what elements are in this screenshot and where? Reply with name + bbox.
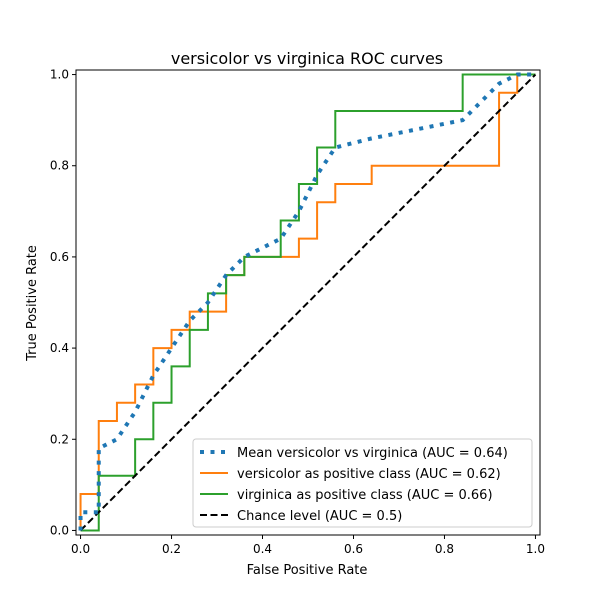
x-tick-label: 0.6 (344, 542, 363, 556)
legend-label: Mean versicolor vs virginica (AUC = 0.64… (237, 446, 508, 461)
x-tick-label: 0.4 (253, 542, 272, 556)
y-axis-label: True Positive Rate (25, 245, 40, 362)
y-tick-label: 0.4 (50, 341, 69, 355)
x-tick-label: 0.2 (162, 542, 181, 556)
y-tick-label: 0.0 (50, 523, 69, 537)
y-tick-label: 0.6 (50, 250, 69, 264)
y-tick-label: 0.8 (50, 159, 69, 173)
y-tick-label: 1.0 (50, 68, 69, 82)
plot-frame (75, 69, 541, 536)
y-tick-label: 0.2 (50, 432, 69, 446)
legend: Mean versicolor vs virginica (AUC = 0.64… (192, 438, 533, 528)
x-tick-label: 0.8 (435, 542, 454, 556)
legend-label: versicolor as positive class (AUC = 0.62… (237, 467, 501, 482)
legend-label: virginica as positive class (AUC = 0.66) (237, 488, 493, 503)
series-line-0 (78, 72, 536, 531)
series-line-2 (80, 73, 536, 532)
legend-label: Chance level (AUC = 0.5) (237, 509, 402, 524)
series-line-3 (79, 73, 537, 532)
legend-box (192, 438, 533, 528)
x-tick-label: 0.0 (71, 542, 90, 556)
x-axis-label: False Positive Rate (247, 563, 368, 578)
chart-title: versicolor vs virginica ROC curves (171, 49, 443, 68)
x-tick-label: 1.0 (526, 542, 545, 556)
